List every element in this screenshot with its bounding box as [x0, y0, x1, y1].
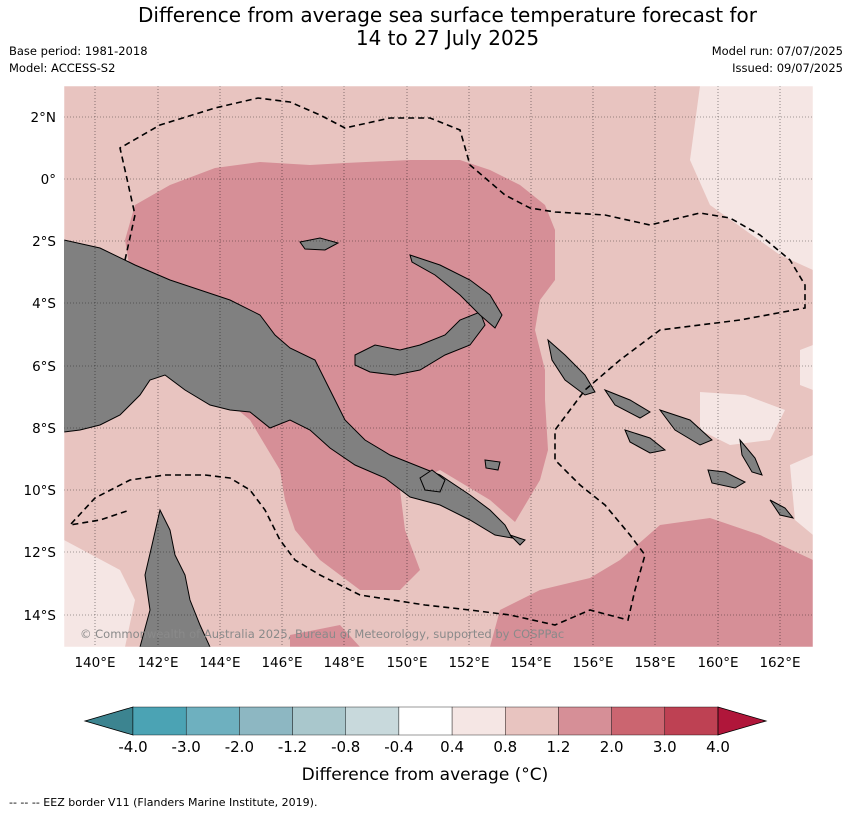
sst-band-0-4-to-0-8-sw	[64, 540, 135, 647]
latitude-labels: 2°N 0° 2°S 4°S 6°S 8°S 10°S 12°S 14°S	[24, 110, 57, 624]
lat-label: 6°S	[32, 359, 56, 375]
lon-label: 148°E	[323, 655, 364, 671]
sst-band-0-4-to-0-8-se	[790, 455, 813, 535]
colorbar-swatch	[239, 706, 293, 736]
colorbar-upper-extend	[717, 706, 768, 736]
lat-label: 2°N	[31, 110, 56, 126]
eez-footnote: -- -- -- EEZ border V11 (Flanders Marine…	[9, 796, 318, 809]
colorbar-tick-label: 4.0	[706, 738, 730, 756]
colorbar-tick-label: -4.0	[118, 738, 147, 756]
colorbar-lower-extend	[83, 706, 134, 736]
sst-band-1-2-to-2-0-core	[125, 160, 555, 590]
colorbar-label: Difference from average (°C)	[302, 765, 549, 785]
lon-label: 142°E	[137, 655, 178, 671]
meta-right: Model run: 07/07/2025 Issued: 09/07/2025	[712, 43, 843, 77]
land-bougainville	[547, 338, 596, 396]
title-line-2: 14 to 27 July 2025	[355, 26, 540, 50]
lat-label: 0°	[41, 172, 56, 188]
land-trobriand	[484, 459, 501, 471]
lon-label: 152°E	[448, 655, 489, 671]
lon-label: 140°E	[74, 655, 115, 671]
land-new-britain	[354, 311, 486, 376]
issued-date: Issued: 09/07/2025	[732, 61, 843, 75]
lat-label: 4°S	[32, 296, 56, 312]
lon-label: 156°E	[572, 655, 613, 671]
lon-label: 144°E	[199, 655, 240, 671]
colorbar-swatch	[558, 706, 612, 736]
base-period: Base period: 1981-2018	[9, 44, 148, 58]
land-choiseul	[603, 388, 651, 419]
lon-label: 146°E	[261, 655, 302, 671]
model-run: Model run: 07/07/2025	[711, 44, 843, 58]
longitude-labels: 140°E 142°E 144°E 146°E 148°E 150°E 152°…	[74, 655, 800, 671]
land-makira	[769, 499, 795, 519]
map-title: Difference from average sea surface temp…	[0, 4, 850, 50]
copyright-text: © Commonwealth of Australia 2025, Bureau…	[80, 627, 564, 641]
land-new-ireland	[409, 254, 503, 329]
land-new-georgia	[624, 429, 667, 454]
colorbar-tick-label: -0.4	[384, 738, 413, 756]
eez-border	[67, 97, 806, 626]
sst-band-0-4-to-0-8-east	[700, 392, 785, 445]
land-santa-isabel	[658, 409, 713, 446]
colorbar-tick-label: -3.0	[172, 738, 201, 756]
lon-label: 150°E	[386, 655, 427, 671]
colorbar-tick-label: 0.4	[440, 738, 464, 756]
colorbar-swatch	[398, 706, 453, 736]
colorbar-swatch	[611, 706, 666, 736]
land-cape-york	[139, 508, 211, 647]
lon-label: 158°E	[634, 655, 675, 671]
graticule	[64, 86, 813, 647]
colorbar: -4.0 -3.0 -2.0 -1.2 -0.8 -0.4 0.4 0.8 1.2 2.0 3.0 4…	[83, 706, 768, 756]
map-frame	[63, 85, 814, 648]
colorbar-tick-label: -2.0	[225, 738, 254, 756]
land-louisiade	[509, 534, 526, 546]
colorbar-tick-label: -0.8	[331, 738, 360, 756]
colorbar-swatch	[505, 706, 559, 736]
sst-band-1-2-to-2-0-sw	[290, 625, 360, 647]
colorbar-swatch	[345, 706, 400, 736]
colorbar-tick-label: 1.2	[547, 738, 571, 756]
lat-label: 12°S	[24, 545, 57, 561]
colorbar-swatch	[185, 706, 240, 736]
colorbar-swatch	[451, 706, 506, 736]
colorbar-tick-label: 3.0	[653, 738, 677, 756]
colorbar-tick-label: -1.2	[278, 738, 307, 756]
sst-band-1-2-to-2-0-south	[490, 518, 813, 647]
lat-label: 10°S	[24, 483, 57, 499]
lat-label: 2°S	[32, 234, 56, 250]
map-panel: © Commonwealth of Australia 2025, Bureau…	[64, 86, 813, 647]
lat-label: 8°S	[32, 421, 56, 437]
colorbar-swatch	[132, 706, 187, 736]
land-dentrecasteaux	[419, 469, 446, 493]
land-malaita	[739, 438, 763, 476]
colorbar-swatch	[664, 706, 719, 736]
model-name: Model: ACCESS-S2	[9, 61, 116, 75]
land-new-guinea	[64, 239, 513, 539]
lat-label: 14°S	[24, 608, 57, 624]
sst-band-0-4-to-0-8-ne	[690, 86, 813, 270]
title-line-1: Difference from average sea surface temp…	[137, 3, 757, 27]
colorbar-tick-label: 0.8	[493, 738, 517, 756]
lon-label: 162°E	[759, 655, 800, 671]
colorbar-tick-label: 2.0	[600, 738, 624, 756]
sst-band-0-4-to-0-8-edge	[800, 345, 813, 390]
colorbar-swatch	[292, 706, 346, 736]
lon-label: 154°E	[510, 655, 551, 671]
land-guadalcanal	[707, 469, 747, 489]
meta-left: Base period: 1981-2018 Model: ACCESS-S2	[9, 43, 148, 77]
lon-label: 160°E	[697, 655, 738, 671]
